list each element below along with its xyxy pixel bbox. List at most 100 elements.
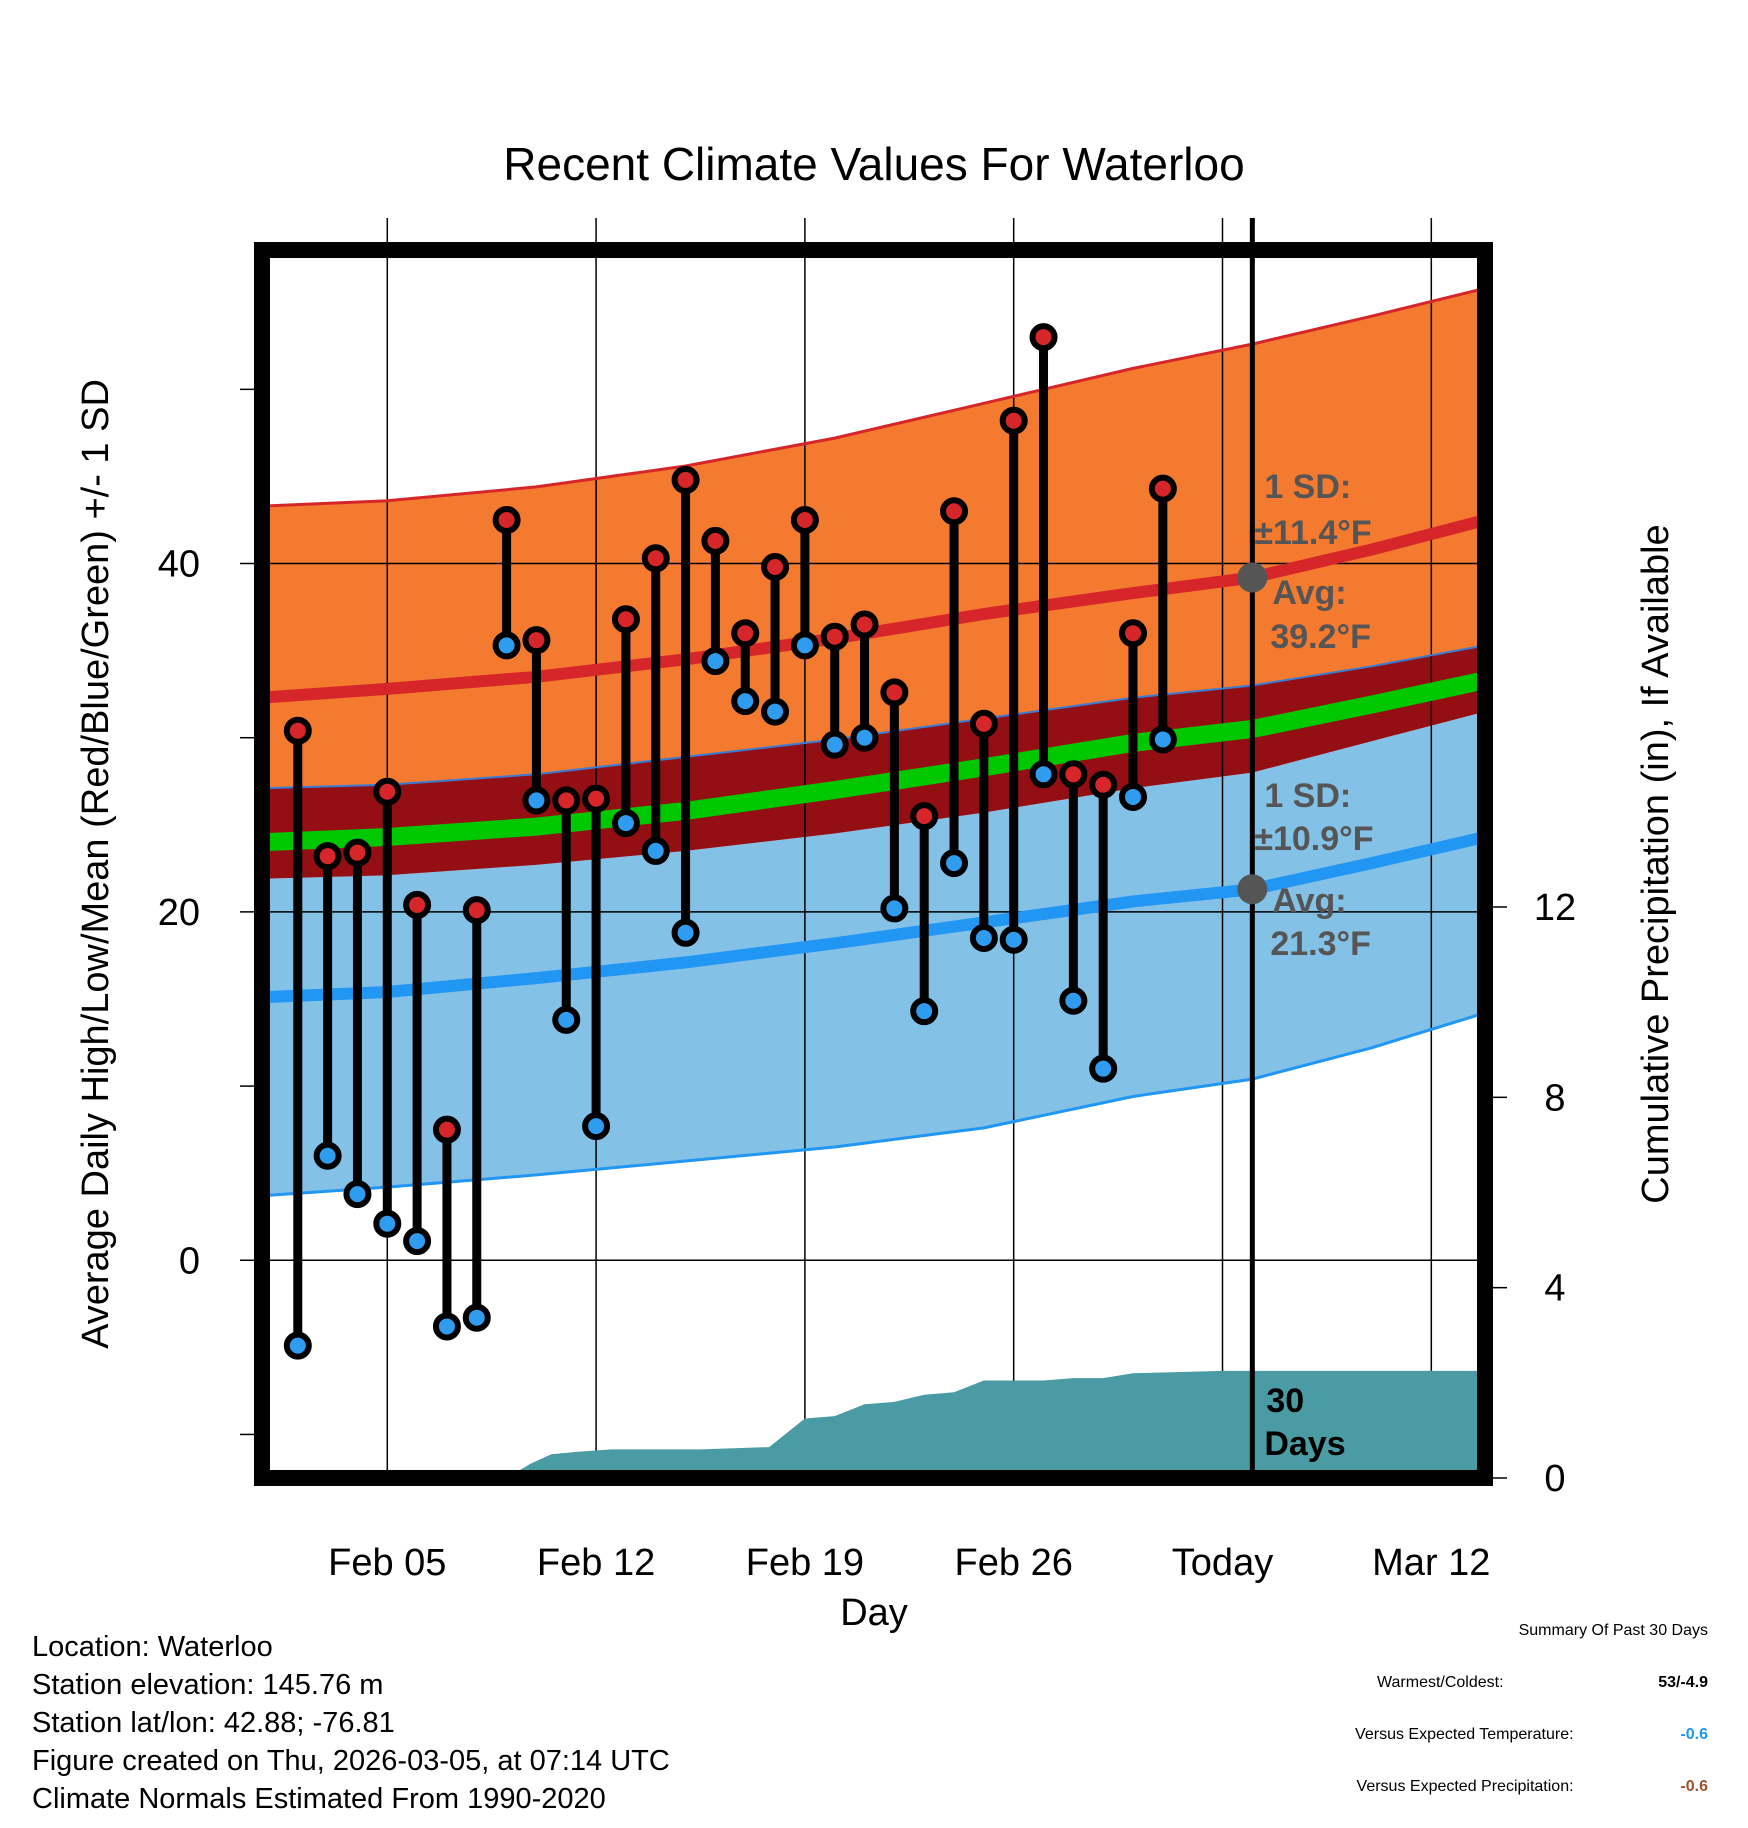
observed-low-point bbox=[522, 786, 551, 815]
observed-low-point bbox=[1029, 760, 1058, 789]
low-avg-marker bbox=[1237, 874, 1268, 905]
observed-high-point bbox=[969, 709, 998, 738]
high-sd-label: 1 SD: bbox=[1264, 468, 1351, 506]
high-sd-band-upper bbox=[262, 288, 1485, 698]
observed-high-point bbox=[283, 716, 312, 745]
x-tick-label: Feb 05 bbox=[328, 1542, 446, 1584]
observed-high-point bbox=[701, 526, 730, 555]
low-sd-value: ±10.9°F bbox=[1254, 820, 1373, 858]
y2-tick-label: 8 bbox=[1544, 1077, 1565, 1119]
observed-high-point bbox=[462, 896, 491, 925]
observed-low-point bbox=[790, 631, 819, 660]
observed-low-point bbox=[1059, 986, 1088, 1015]
low-mean-line bbox=[262, 831, 1485, 1004]
observed-high-point bbox=[1148, 474, 1177, 503]
precipitation-area bbox=[446, 1370, 1485, 1478]
low-lower-line bbox=[262, 1011, 1485, 1198]
observed-low-point bbox=[969, 924, 998, 953]
observed-low-point bbox=[1089, 1054, 1118, 1083]
observed-low-point bbox=[462, 1303, 491, 1332]
observed-low-point bbox=[999, 925, 1028, 954]
info-latlon: Station lat/lon: 42.88; -76.81 bbox=[32, 1707, 395, 1739]
x-tick-label: Feb 12 bbox=[537, 1542, 655, 1584]
plot-frame bbox=[254, 242, 1493, 1486]
chart-title: Recent Climate Values For Waterloo bbox=[503, 138, 1244, 190]
y-tick-label: 20 bbox=[158, 892, 200, 934]
observed-high-point bbox=[850, 610, 879, 639]
summary-warmest-value: 53/-4.9 bbox=[1658, 1674, 1708, 1691]
observed-low-point bbox=[611, 809, 640, 838]
observed-low-point bbox=[582, 1112, 611, 1141]
observed-low-point bbox=[701, 647, 730, 676]
observed-high-point bbox=[790, 505, 819, 534]
info-elevation: Station elevation: 145.76 m bbox=[32, 1669, 384, 1701]
y2-axis-label: Cumulative Precipitation (in), If Availa… bbox=[1635, 524, 1677, 1203]
summary-temp-label: Versus Expected Temperature: bbox=[1355, 1726, 1574, 1743]
observed-low-point bbox=[1119, 782, 1148, 811]
observed-high-point bbox=[313, 842, 342, 871]
x-tick-label: Feb 26 bbox=[955, 1542, 1073, 1584]
high-mean-line bbox=[262, 514, 1485, 704]
high-sd-value: ±11.4°F bbox=[1254, 514, 1371, 552]
observed-high-point bbox=[880, 678, 909, 707]
observed-high-point bbox=[522, 626, 551, 655]
observed-high-point bbox=[432, 1115, 461, 1144]
observed-low-point bbox=[492, 631, 521, 660]
high-avg-marker bbox=[1237, 562, 1268, 593]
info-created: Figure created on Thu, 2026-03-05, at 07… bbox=[32, 1745, 670, 1777]
avg-mean-line bbox=[262, 671, 1485, 852]
observed-low-point bbox=[671, 918, 700, 947]
info-location: Location: Waterloo bbox=[32, 1631, 273, 1663]
summary-warmest-row: Warmest/Coldest: 53/-4.9 bbox=[1377, 1674, 1708, 1692]
normal-lines bbox=[262, 286, 1485, 1198]
observed-high-point bbox=[1089, 770, 1118, 799]
y-tick-label: 0 bbox=[179, 1240, 200, 1282]
summary-precip-label: Versus Expected Precipitation: bbox=[1356, 1778, 1574, 1795]
observed-high-point bbox=[1029, 323, 1058, 352]
observed-high-point bbox=[492, 505, 521, 534]
x-tick-label: Feb 19 bbox=[746, 1542, 864, 1584]
observed-high-point bbox=[582, 784, 611, 813]
observed-high-point bbox=[373, 777, 402, 806]
observed-high-point bbox=[731, 619, 760, 648]
observed-low-point bbox=[940, 849, 969, 878]
mean-upper-line bbox=[262, 644, 1485, 790]
observed-low-point bbox=[432, 1312, 461, 1341]
summary-temp-value: -0.6 bbox=[1680, 1726, 1708, 1743]
y-axis-label: Average Daily High/Low/Mean (Red/Blue/Gr… bbox=[75, 379, 117, 1349]
observed-high-point bbox=[641, 544, 670, 573]
observed-high-point bbox=[343, 838, 372, 867]
high-upper-line bbox=[262, 286, 1485, 508]
x-axis-label: Day bbox=[840, 1592, 908, 1634]
low-avg-label: Avg: bbox=[1272, 882, 1346, 920]
axes: Feb 05 Feb 12 Feb 19 Feb 26 Today Mar 1202040… bbox=[158, 544, 1576, 1584]
annotations: 1 SD: ±11.4°F Avg: 39.2°F 1 SD: ±10.9°F Avg: 21… bbox=[1237, 468, 1374, 1463]
precip-fill bbox=[446, 1370, 1485, 1478]
high-avg-label: Avg: bbox=[1272, 574, 1346, 612]
observed-low-point bbox=[731, 687, 760, 716]
observed-high-point bbox=[910, 802, 939, 831]
observed-low-point bbox=[820, 730, 849, 759]
observed-high-point bbox=[611, 605, 640, 634]
observed-high-point bbox=[761, 553, 790, 582]
days-count-label: 30 bbox=[1266, 1382, 1304, 1420]
observed-low-point bbox=[403, 1227, 432, 1256]
high-sd-band-lower bbox=[262, 520, 1485, 789]
observed-low-point bbox=[641, 836, 670, 865]
summary-precip-row: Versus Expected Precipitation: -0.6 bbox=[1357, 1778, 1708, 1796]
observed-high-point bbox=[1119, 619, 1148, 648]
observed-low-point bbox=[880, 894, 909, 923]
summary-warmest-label: Warmest/Coldest: bbox=[1377, 1674, 1504, 1691]
y-tick-label: 40 bbox=[158, 544, 200, 586]
observed-high-point bbox=[999, 406, 1028, 435]
summary-temp-row: Versus Expected Temperature: -0.6 bbox=[1355, 1726, 1708, 1744]
observed-low-point bbox=[283, 1331, 312, 1360]
observed-low-point bbox=[552, 1005, 581, 1034]
observed-low-point bbox=[910, 997, 939, 1026]
observed-high-point bbox=[940, 497, 969, 526]
observed-high-point bbox=[403, 890, 432, 919]
observed-low-point bbox=[313, 1141, 342, 1170]
observed-low-point bbox=[373, 1209, 402, 1238]
observed-high-point bbox=[1059, 760, 1088, 789]
